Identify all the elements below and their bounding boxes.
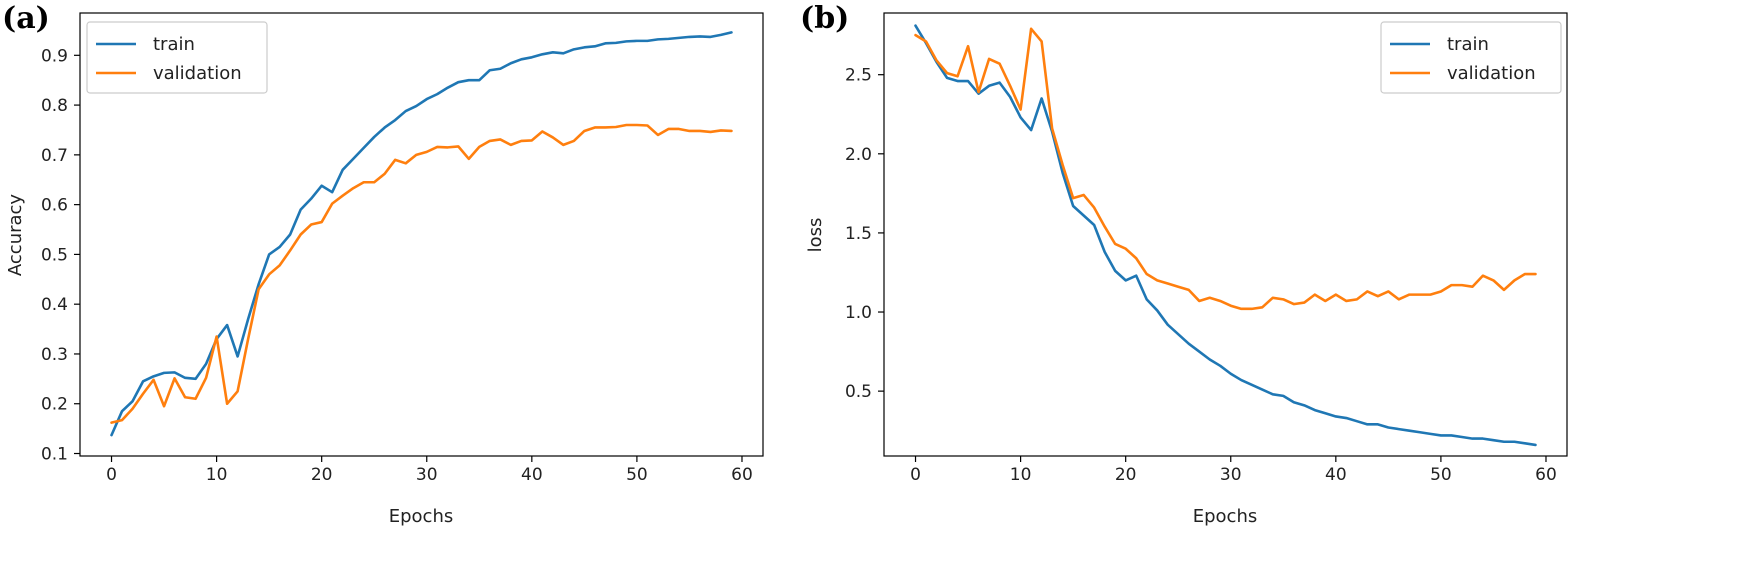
panel-b-x-tick-label-50: 50 <box>1430 465 1452 485</box>
panel-b-label: (b) <box>800 1 849 36</box>
panel-a-y-tick-label-0.4: 0.4 <box>41 295 68 315</box>
panel-b-legend-train-label: train <box>1447 34 1489 55</box>
panel-a-x-tick-label-50: 50 <box>626 465 648 485</box>
panel-a-y-tick-label-0.6: 0.6 <box>41 196 68 216</box>
panel-b-x-tick-label-20: 20 <box>1115 465 1137 485</box>
panel-b-plot-frame <box>883 12 1568 457</box>
panel-a-x-tick-label-0: 0 <box>106 465 117 485</box>
panel-b-y-tick-label-1.0: 1.0 <box>845 303 872 323</box>
panel-a-plot-frame <box>79 12 764 457</box>
panel-b-x-tick-label-0: 0 <box>910 465 921 485</box>
panel-a-y-tick-label-0.7: 0.7 <box>41 146 68 166</box>
panel-a-x-tick-label-10: 10 <box>206 465 228 485</box>
panel-b-x-axis-label: Epochs <box>1193 506 1258 527</box>
panel-b-y-tick-label-0.5: 0.5 <box>845 382 872 402</box>
panel-b-legend-box <box>1380 21 1562 94</box>
panel-b-x-tick-label-60: 60 <box>1535 465 1557 485</box>
panel-b-y-axis-label: loss <box>805 218 826 253</box>
panel-b-ticks: 0 10 20 30 40 50 60 0.5 1.0 1.5 2.0 2.5 <box>845 66 1557 485</box>
panel-a: (a) 0 10 20 30 40 50 60 0.1 0.2 0.3 0.4 0.5 0.6 0.7 0.… <box>2 1 764 527</box>
panel-a-validation-line <box>110 123 733 424</box>
panel-a-label: (a) <box>2 1 50 36</box>
panel-a-legend: train validation <box>86 21 268 94</box>
panel-b-x-tick-label-30: 30 <box>1220 465 1242 485</box>
panel-a-y-tick-label-0.8: 0.8 <box>41 96 68 116</box>
panel-b-legend-validation-label: validation <box>1447 63 1536 84</box>
panel-a-y-tick-label-0.9: 0.9 <box>41 46 68 66</box>
panel-a-x-tick-label-60: 60 <box>731 465 753 485</box>
panel-b-series <box>914 24 1537 447</box>
panel-a-legend-box <box>86 21 268 94</box>
panel-a-x-axis-label: Epochs <box>389 506 454 527</box>
panel-b-x-tick-label-40: 40 <box>1325 465 1347 485</box>
panel-a-y-tick-label-0.2: 0.2 <box>41 395 68 415</box>
panel-a-y-axis-label: Accuracy <box>5 194 26 277</box>
panel-a-y-tick-label-0.3: 0.3 <box>41 345 68 365</box>
panel-a-legend-train-label: train <box>153 34 195 55</box>
panel-a-x-tick-label-20: 20 <box>311 465 333 485</box>
panel-b-x-tick-label-10: 10 <box>1010 465 1032 485</box>
panel-a-ticks: 0 10 20 30 40 50 60 0.1 0.2 0.3 0.4 0.5 0.6 0.7 0.8 0.9 <box>41 46 753 485</box>
panel-a-y-tick-label-0.5: 0.5 <box>41 245 68 265</box>
panel-b-y-tick-label-2.5: 2.5 <box>845 66 872 86</box>
panel-a-legend-validation-label: validation <box>153 63 242 84</box>
panel-a-series <box>110 31 733 437</box>
panel-b-legend: train validation <box>1380 21 1562 94</box>
panel-a-y-tick-label-0.1: 0.1 <box>41 445 68 465</box>
panel-b-y-tick-label-2.0: 2.0 <box>845 145 872 165</box>
panel-a-x-tick-label-30: 30 <box>416 465 438 485</box>
panel-a-x-tick-label-40: 40 <box>521 465 543 485</box>
panel-b-train-line <box>914 24 1537 447</box>
panel-b-validation-line <box>914 27 1537 311</box>
panel-b: (b) 0 10 20 30 40 50 600.51.01.52.02.5 Epochs … <box>800 1 1568 527</box>
panel-b-y-tick-label-1.5: 1.5 <box>845 224 872 244</box>
